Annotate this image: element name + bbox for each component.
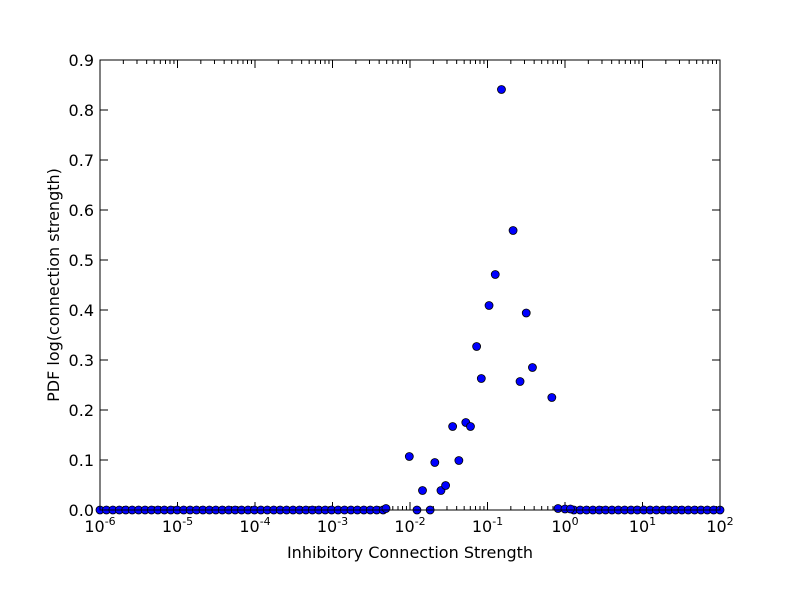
y-tick-label: 0.0: [69, 501, 94, 520]
data-point: [508, 226, 518, 235]
data-point: [566, 504, 575, 514]
data-point: [404, 452, 414, 461]
x-tick-label: 101: [629, 515, 656, 536]
y-tick-label: 0.6: [69, 201, 94, 220]
data-point: [497, 85, 506, 94]
y-axis-label: PDF log(connection strength): [44, 168, 63, 402]
data-point: [441, 481, 451, 490]
data-point: [484, 301, 494, 310]
y-tick-label: 0.5: [69, 251, 94, 270]
y-axis-ticks: 0.0 0.1 0.2 0.3 0.4 0.5 0.6 0.7 0.8 0.9: [69, 51, 720, 520]
data-point: [476, 374, 486, 383]
y-tick-label: 0.3: [69, 351, 94, 370]
data-point: [521, 308, 531, 318]
y-tick-label: 0.8: [69, 101, 94, 120]
x-tick-label: 10-2: [394, 515, 425, 536]
data-point: [430, 458, 440, 467]
y-tick-label: 0.1: [69, 451, 94, 470]
data-point: [490, 270, 500, 279]
data-point: [418, 486, 427, 495]
data-points: [381, 85, 575, 515]
data-point: [381, 504, 391, 513]
x-tick-label: 102: [706, 515, 733, 536]
data-point: [515, 377, 525, 386]
plot-frame: [99, 59, 721, 511]
x-tick-label: 10-6: [84, 515, 115, 536]
y-tick-label: 0.4: [69, 301, 94, 320]
data-point: [547, 393, 557, 402]
data-point: [472, 342, 482, 351]
data-point: [448, 422, 458, 431]
x-tick-label: 100: [551, 515, 578, 536]
x-axis-ticks: 10-6 10-5 10-4 10-3 10-2 10-1 100 101 102: [84, 60, 734, 536]
y-tick-label: 0.9: [69, 51, 94, 70]
y-tick-label: 0.2: [69, 401, 94, 420]
data-point: [454, 456, 464, 465]
y-tick-label: 0.7: [69, 151, 94, 170]
x-tick-label: 10-3: [317, 515, 348, 536]
x-tick-label: 10-4: [239, 515, 270, 536]
data-point: [466, 422, 475, 431]
x-tick-label: 10-1: [472, 515, 503, 536]
data-point: [528, 363, 537, 372]
baseline-points: [95, 505, 725, 515]
x-tick-label: 10-5: [162, 515, 193, 536]
x-axis-label: Inhibitory Connection Strength: [287, 543, 533, 562]
